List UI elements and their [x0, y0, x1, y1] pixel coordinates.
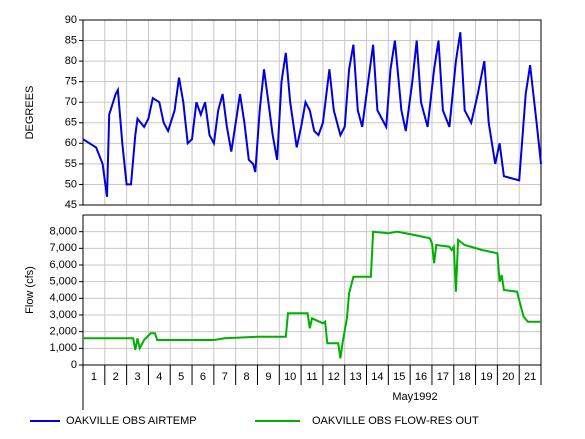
y-tick-label: 60 — [65, 137, 77, 149]
y-tick-label: 8,000 — [49, 226, 77, 238]
x-tick-label: 14 — [371, 371, 383, 383]
x-tick-label: 8 — [244, 371, 250, 383]
plot-frame — [82, 19, 542, 206]
y-tick-label: 90 — [65, 14, 77, 26]
y-tick-label: 65 — [65, 117, 77, 129]
plot-frame — [82, 214, 542, 366]
x-tick-label: 10 — [284, 371, 296, 383]
y-tick-label: 0 — [71, 359, 77, 371]
y-tick-label: 50 — [65, 178, 77, 190]
y-tick-label: 70 — [65, 96, 77, 108]
y-tick-label: 4,000 — [49, 292, 77, 304]
x-tick-label: 3 — [134, 371, 140, 383]
x-tick-label: 4 — [156, 371, 162, 383]
data-line — [82, 32, 542, 197]
y-tick-label: 55 — [65, 158, 77, 170]
x-tick-label: 5 — [178, 371, 184, 383]
x-tick-label: 21 — [524, 371, 536, 383]
data-line — [83, 230, 541, 359]
y-tick-label: 85 — [65, 34, 77, 46]
x-tick-label: 9 — [265, 371, 271, 383]
y-tick-label: 7,000 — [49, 242, 77, 254]
y-tick-label: 80 — [65, 55, 77, 67]
y-axis-label: DEGREES — [24, 86, 36, 140]
x-tick-label: 13 — [349, 371, 361, 383]
y-tick-label: 1,000 — [49, 342, 77, 354]
x-tick-label: 19 — [480, 371, 492, 383]
y-tick-label: 3,000 — [49, 309, 77, 321]
legend-label: OAKVILLE OBS FLOW-RES OUT — [312, 415, 479, 427]
x-tick-label: 17 — [437, 371, 449, 383]
x-axis-label: May1992 — [392, 391, 437, 403]
y-tick-label: 2,000 — [49, 326, 77, 338]
x-tick-label: 18 — [459, 371, 471, 383]
x-tick-label: 11 — [306, 371, 317, 383]
y-tick-label: 45 — [65, 199, 77, 211]
x-tick-label: 2 — [113, 371, 119, 383]
legend-label: OAKVILLE OBS AIRTEMP — [66, 415, 197, 427]
x-tick-label: 1 — [91, 371, 97, 383]
x-tick-label: 20 — [502, 371, 514, 383]
y-tick-label: 5,000 — [49, 276, 77, 288]
x-tick-label: 6 — [200, 371, 206, 383]
x-tick-label: 15 — [393, 371, 405, 383]
x-tick-label: 16 — [415, 371, 427, 383]
x-tick-label: 7 — [222, 371, 228, 383]
x-tick-label: 12 — [328, 371, 340, 383]
y-tick-label: 6,000 — [49, 259, 77, 271]
y-axis-label: Flow (cfs) — [24, 266, 36, 314]
y-tick-label: 75 — [65, 76, 77, 88]
